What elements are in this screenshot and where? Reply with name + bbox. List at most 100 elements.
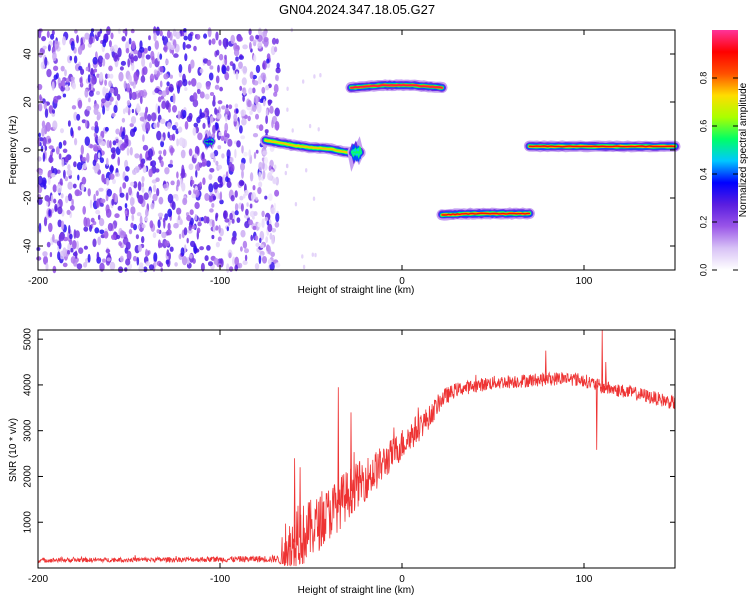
spectrogram-noise-cell bbox=[49, 252, 53, 258]
spectrogram-noise-cell bbox=[136, 212, 142, 217]
spectrogram-noise-cell bbox=[160, 136, 164, 142]
spectrogram-noise-cell bbox=[202, 177, 206, 185]
spectrogram-noise-cell bbox=[47, 138, 52, 143]
spectrogram-noise-cell bbox=[248, 149, 251, 158]
spectrogram-noise-cell bbox=[102, 86, 107, 97]
spectrogram-noise-cell bbox=[74, 250, 78, 259]
spectrogram-noise-cell bbox=[166, 229, 172, 236]
spectrogram-noise-cell bbox=[50, 173, 56, 178]
spectrogram-noise-cell bbox=[125, 47, 130, 54]
spectrogram-noise-cell bbox=[109, 87, 115, 94]
spectrogram-noise-cell bbox=[90, 67, 94, 76]
spectrogram-noise-cell bbox=[258, 181, 263, 188]
spectrogram-noise-cell bbox=[59, 178, 63, 186]
spectrogram-track-layer bbox=[352, 149, 361, 155]
spectrogram-noise-cell bbox=[137, 224, 141, 230]
spectrogram-noise-cell bbox=[226, 65, 230, 72]
spectrogram-noise-cell bbox=[145, 121, 151, 132]
snr-y-ticks: 1000 2000 3000 4000 5000 bbox=[23, 328, 675, 533]
spectrogram-noise-cell bbox=[139, 112, 145, 117]
spectrogram-noise-cell bbox=[188, 190, 192, 196]
spectrogram-noise-cell bbox=[274, 121, 280, 131]
spectrogram-noise-cell bbox=[267, 245, 271, 255]
spectrogram-noise-cell bbox=[159, 30, 163, 37]
spectrogram-noise-cell bbox=[48, 209, 51, 217]
spectrogram-noise-cell bbox=[109, 164, 114, 174]
spectrogram-noise-cell bbox=[107, 73, 110, 79]
spectrogram-noise-cell bbox=[62, 247, 67, 257]
spectrogram-noise-cell bbox=[217, 236, 222, 242]
spectrogram-noise-cell bbox=[55, 146, 60, 155]
spectrogram-noise-cell bbox=[156, 188, 160, 197]
spectrogram-noise-cell bbox=[224, 114, 228, 122]
spectrogram-noise-cell bbox=[121, 131, 125, 140]
spectrogram-noise-cell bbox=[258, 124, 264, 131]
spectrogram-noise-cell bbox=[80, 68, 85, 75]
spectrogram-noise-cell bbox=[249, 172, 254, 182]
spectrogram-noise-cell bbox=[42, 251, 48, 257]
spectrogram-noise-cell bbox=[220, 135, 225, 141]
spectrogram-noise-cell bbox=[38, 28, 42, 39]
spectrogram-noise-cell bbox=[62, 36, 66, 46]
spectrogram-noise-cell bbox=[192, 126, 197, 136]
spectrogram-noise-cell bbox=[144, 110, 148, 120]
spectrogram-noise-cell bbox=[51, 148, 55, 153]
spectrogram-noise-cell bbox=[147, 45, 152, 52]
spectrogram-noise-cell bbox=[141, 182, 145, 188]
spectrogram-noise-cell bbox=[123, 236, 129, 245]
spectrogram-noise-cell bbox=[64, 176, 69, 182]
spectrogram-noise-cell bbox=[84, 32, 90, 40]
spectrogram-noise-cell bbox=[284, 170, 287, 176]
spectrogram-noise-cell bbox=[196, 116, 201, 124]
spectrogram-noise-cell bbox=[53, 74, 58, 80]
spectrogram-noise-cell bbox=[58, 153, 62, 160]
spectrogram-noise-cell bbox=[199, 181, 202, 187]
spectrogram-noise-cell bbox=[160, 160, 164, 168]
spectrogram-noise-cell bbox=[115, 128, 120, 135]
spectrogram-noise-cell bbox=[128, 186, 133, 196]
spectrogram-noise-cell bbox=[241, 145, 244, 154]
spectrogram-noise-cell bbox=[152, 232, 157, 239]
spectrogram-noise-cell bbox=[252, 133, 259, 138]
spectrogram-noise-cell bbox=[186, 256, 190, 265]
spectrogram-noise-cell bbox=[208, 261, 213, 267]
spectrogram-noise-cell bbox=[156, 130, 162, 141]
spectrogram-noise-cell bbox=[157, 105, 161, 114]
spectrogram-track bbox=[436, 207, 535, 221]
spectrogram-noise-cell bbox=[141, 57, 146, 67]
spectrogram-noise-cell bbox=[95, 209, 101, 215]
spectrogram-noise-cell bbox=[226, 180, 232, 188]
spectrogram-noise-cell bbox=[124, 134, 129, 145]
spectrogram-noise-cell bbox=[213, 156, 216, 163]
spectrogram-noise-cell bbox=[121, 36, 126, 42]
spectrogram-noise-cell bbox=[100, 198, 106, 204]
spectrogram-noise-cell bbox=[157, 219, 161, 229]
spectrogram-noise-cell bbox=[58, 141, 63, 149]
spectrogram-noise-cell bbox=[145, 261, 150, 266]
spectrogram-noise-cell bbox=[141, 186, 145, 193]
spectrogram-noise-cell bbox=[149, 220, 154, 229]
spectrogram-noise-cell bbox=[140, 75, 146, 83]
spectrogram-noise-cell bbox=[148, 148, 153, 158]
spectrogram-noise-cell bbox=[205, 81, 211, 90]
spectrogram-noise-cell bbox=[268, 193, 273, 202]
spectrogram-noise-cell bbox=[153, 252, 158, 262]
spectrogram-noise-cell bbox=[65, 77, 70, 83]
spectrogram-noise-cell bbox=[240, 135, 246, 140]
spectrogram-noise-cell bbox=[194, 201, 200, 210]
spectrogram-noise-cell bbox=[52, 109, 55, 114]
spectrogram-x-tick-label: -100 bbox=[210, 276, 230, 287]
spectrogram-noise-cell bbox=[180, 247, 185, 257]
spectrogram-noise-cell bbox=[254, 235, 259, 241]
spectrogram-noise-cell bbox=[77, 174, 80, 181]
spectrogram-noise-cell bbox=[182, 197, 188, 206]
spectrogram-noise-cell bbox=[164, 167, 170, 175]
spectrogram-noise-cell bbox=[125, 166, 130, 172]
spectrogram-noise-cell bbox=[128, 74, 132, 84]
spectrogram-noise-cell bbox=[266, 219, 270, 226]
spectrogram-track bbox=[345, 79, 448, 94]
spectrogram-noise-cell bbox=[163, 149, 167, 157]
spectrogram-noise-cell bbox=[154, 40, 159, 50]
spectrogram-noise-cell bbox=[140, 160, 144, 168]
spectrogram-noise-cell bbox=[128, 37, 132, 45]
